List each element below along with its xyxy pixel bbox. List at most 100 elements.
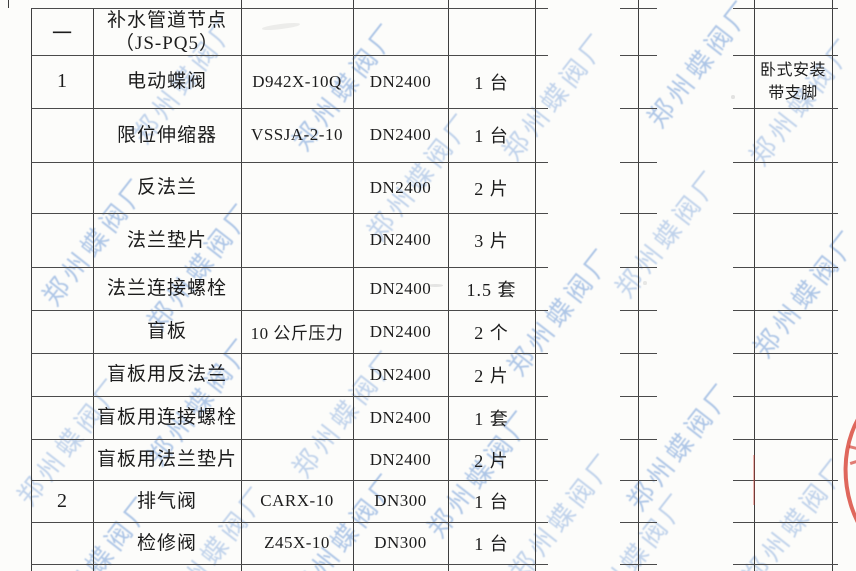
cell-name-text: （JS-PQ5） [114,32,220,54]
watermark-text: 郑州蝶阀厂 [287,16,406,157]
red-seal-text-fragment [848,445,856,450]
watermark-text: 郑州蝶阀厂 [642,0,761,134]
grid-line-vertical [754,0,755,571]
cell-size-text: DN2400 [369,278,432,298]
grid-line-horizontal [620,213,657,214]
watermark-text: 郑州蝶阀厂 [37,171,156,312]
red-seal-stamp [831,370,856,571]
cell-size-text: DN2400 [369,71,432,91]
cell-name: 盲板用反法兰 [93,353,241,396]
cell-size-text: DN2400 [369,449,432,469]
watermark-text: 郑州蝶阀厂 [748,223,856,364]
grid-line-horizontal [620,439,657,440]
watermark-text: 郑州蝶阀厂 [577,486,696,571]
cell-size: DN2400 [353,108,448,162]
cell-model-text: VSSJA-2-10 [251,125,343,144]
cell-seq-text: 2 [57,489,67,512]
watermark-text: 郑州蝶阀厂 [622,376,741,517]
cell-size-text: DN2400 [369,230,432,249]
grid-line-horizontal [31,162,548,163]
cell-qty: 1.5 套 [448,267,535,310]
cell-qty: 1 套 [448,396,535,439]
grid-line-vertical [93,8,94,571]
watermark-text: 郑州蝶阀厂 [127,9,246,150]
cell-name-text: 盲板用法兰垫片 [96,449,237,470]
cell-size: DN2400 [353,213,448,267]
grid-line-horizontal [733,108,838,109]
grid-line-horizontal [31,55,548,56]
cell-name-text: 盲板用反法兰 [106,364,227,385]
cell-name: 检修阀 [93,522,241,564]
scan-smudge [731,95,735,99]
cell-seq: 2 [31,480,93,522]
grid-line-horizontal [620,522,657,523]
cell-name-text: 电动蝶阀 [126,71,207,92]
cell-size: DN2400 [353,162,448,213]
grid-line-horizontal [620,353,657,354]
cell-qty-text: 1 台 [474,492,509,512]
cell-name-text: 盲板用连接螺栓 [96,407,237,428]
grid-line-horizontal [31,267,548,268]
grid-line-vertical [8,0,9,8]
cell-model: D942X-10Q [241,55,353,108]
grid-line-horizontal [733,213,838,214]
grid-line-vertical [31,8,32,571]
grid-line-horizontal [31,522,548,523]
cell-qty: 2 片 [448,439,535,480]
cell-model: VSSJA-2-10 [241,108,353,162]
cell-qty: 2 个 [448,310,535,353]
grid-line-horizontal [733,310,838,311]
grid-line-horizontal [733,267,838,268]
cell-name: 限位伸缩器 [93,108,241,162]
grid-line-horizontal [733,162,838,163]
grid-line-horizontal [31,480,548,481]
cell-size-text: DN300 [374,533,427,552]
grid-line-horizontal [620,108,657,109]
watermark-text: 郑州蝶阀厂 [504,446,623,571]
cell-name: 盲板用法兰垫片 [93,439,241,480]
cell-qty-text: 2 个 [474,322,509,343]
cell-name-text: 法兰连接螺栓 [106,278,227,299]
grid-line-horizontal [620,564,657,565]
watermark-text: 郑州蝶阀厂 [610,163,729,304]
cell-name-text: 反法兰 [136,177,197,198]
cell-qty-text: 1 台 [474,534,509,554]
cell-size: DN2400 [353,55,448,108]
grid-line-vertical [353,0,354,571]
cell-size: DN2400 [353,353,448,396]
grid-line-horizontal [733,439,838,440]
grid-line-horizontal [31,8,548,9]
cell-qty: 1 台 [448,55,535,108]
grid-line-horizontal [620,267,657,268]
cell-name: 盲板用连接螺栓 [93,396,241,439]
cell-name-text: 排气阀 [136,490,197,512]
cell-qty: 2 片 [448,353,535,396]
cell-qty-text: 1 套 [474,408,509,429]
grid-line-horizontal [31,213,548,214]
cell-qty-text: 2 片 [474,178,509,199]
cell-size-text: DN300 [374,491,427,510]
cell-seq-text: 1 [57,70,67,92]
grid-line-horizontal [31,108,548,109]
grid-line-horizontal [31,564,548,565]
grid-line-horizontal [733,564,838,565]
grid-line-horizontal [733,55,838,56]
cell-size-text: DN2400 [369,364,432,384]
scan-smudge [261,21,301,32]
cell-name-text: 检修阀 [136,532,197,554]
cell-model: Z45X-10 [241,522,353,564]
cell-qty: 2 片 [448,162,535,213]
cell-seq: 1 [31,55,93,108]
cell-qty-text: 2 片 [474,450,509,471]
grid-line-vertical [832,0,833,571]
watermark-text: 郑州蝶阀厂 [362,106,481,247]
cell-qty-text: 2 片 [474,365,509,386]
cell-name-text: 法兰垫片 [126,229,207,251]
grid-line-horizontal [31,310,548,311]
cell-size: DN2400 [353,310,448,353]
grid-line-horizontal [733,353,838,354]
grid-line-horizontal [620,310,657,311]
watermark-text: 郑州蝶阀厂 [287,466,406,571]
cell-name-text: 限位伸缩器 [116,124,217,146]
